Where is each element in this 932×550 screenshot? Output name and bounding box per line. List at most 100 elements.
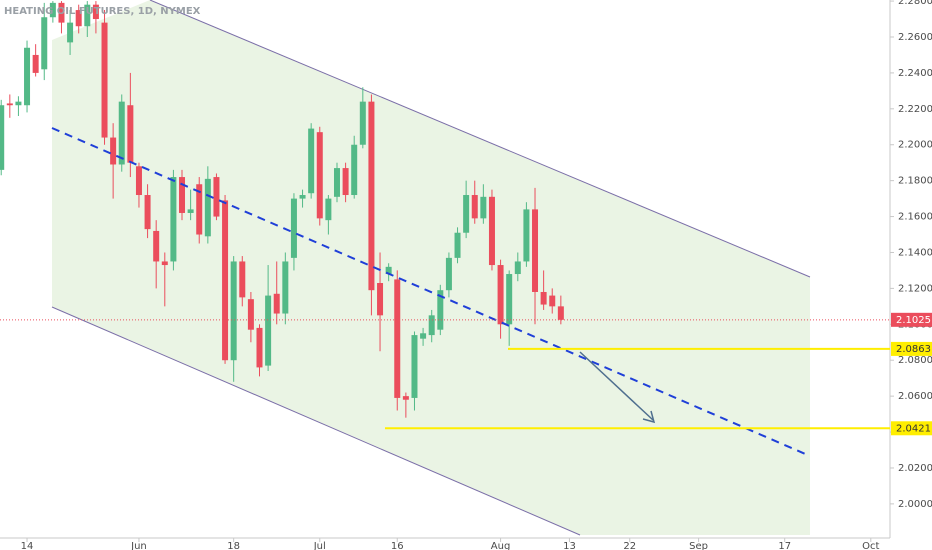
candle-body — [15, 101, 22, 106]
candle-body — [0, 105, 5, 170]
trend-line — [51, 127, 811, 457]
candle-body — [49, 2, 56, 18]
candle-body — [153, 230, 160, 262]
candle-body — [222, 200, 229, 361]
candle-body — [325, 198, 332, 221]
level-box — [891, 341, 932, 356]
channel-fill — [52, 0, 810, 535]
candle-body — [41, 17, 48, 70]
candle-body — [110, 137, 117, 165]
candle-body — [299, 195, 306, 199]
level-label: 2.0863 — [896, 344, 931, 355]
x-tick-label: 17 — [778, 541, 791, 550]
y-tick-label: 2.0800 — [898, 355, 932, 366]
candle-body — [84, 4, 91, 27]
candle-body — [377, 283, 384, 316]
candle-body — [290, 198, 297, 258]
y-tick-label: 2.2200 — [898, 104, 932, 115]
candle-body — [420, 333, 427, 339]
chart-title: HEATING OIL FUTURES, 1D, NYMEX — [4, 6, 201, 17]
candle-body — [549, 295, 556, 307]
y-tick-label: 2.0600 — [898, 391, 932, 402]
candle-body — [402, 396, 409, 400]
candle-body — [127, 105, 134, 163]
candle-body — [523, 209, 530, 262]
candle-body — [118, 101, 125, 165]
candle-body — [101, 22, 108, 138]
y-tick-label: 2.0200 — [898, 463, 932, 474]
x-tick-label: 16 — [391, 541, 404, 550]
candle-body — [265, 295, 272, 366]
x-tick-label: Sep — [689, 541, 708, 550]
candle-body — [411, 335, 418, 398]
candle-body — [454, 232, 461, 258]
candle-body — [92, 4, 99, 20]
last-price-label: 2.1025 — [896, 315, 931, 326]
x-tick-label: Oct — [862, 541, 879, 550]
x-tick-label: 14 — [21, 541, 34, 550]
candle-body — [196, 184, 203, 235]
candle-body — [161, 261, 168, 266]
candle-body — [437, 290, 444, 330]
candle-body — [385, 266, 392, 275]
candle-body — [428, 315, 435, 336]
candle-body — [67, 22, 74, 43]
candle-body — [24, 47, 31, 106]
candle-body — [333, 168, 340, 197]
candle-body — [514, 261, 521, 275]
candle-body — [187, 209, 194, 213]
candle-body — [256, 327, 263, 368]
y-tick-label: 2.1600 — [898, 212, 932, 223]
candle-body — [351, 144, 358, 196]
y-tick-label: 2.1200 — [898, 283, 932, 294]
candle-body — [204, 178, 211, 237]
candle-body — [75, 10, 82, 27]
candle-body — [239, 261, 246, 298]
candle-body — [342, 168, 349, 196]
candle-body — [359, 101, 366, 145]
candle-body — [58, 2, 65, 23]
candle-body — [247, 299, 254, 330]
candle-body — [471, 195, 478, 219]
candle-body — [445, 257, 452, 291]
candle-body — [368, 101, 375, 291]
candle-body — [480, 196, 487, 219]
candle-body — [497, 265, 504, 325]
candle-body — [144, 195, 151, 230]
x-tick-label: 18 — [227, 541, 240, 550]
channel-upper — [149, 0, 811, 278]
candle-body — [6, 103, 13, 106]
channel-lower — [51, 306, 581, 536]
last-price-box — [891, 312, 932, 327]
x-tick-label: 13 — [563, 541, 576, 550]
y-tick-label: 2.2800 — [898, 0, 932, 7]
candle-body — [394, 279, 401, 398]
candle-body — [170, 177, 177, 262]
candle-body — [308, 128, 315, 194]
y-tick-label: 2.1800 — [898, 176, 932, 187]
arrow-line — [579, 351, 654, 421]
arrow-head — [642, 410, 656, 424]
x-tick-label: Aug — [491, 541, 511, 550]
candle-body — [488, 196, 495, 266]
candle-body — [230, 261, 237, 361]
x-tick-label: Jul — [313, 541, 326, 550]
level-label: 2.0421 — [896, 423, 931, 434]
candle-body — [557, 306, 564, 320]
candle-body — [179, 177, 186, 213]
candle-body — [540, 291, 547, 305]
candle-body — [506, 274, 513, 325]
candle-body — [135, 166, 142, 196]
level-box — [891, 421, 932, 436]
y-tick-label: 2.1400 — [898, 247, 932, 258]
candle-body — [463, 195, 470, 233]
candle-body — [32, 54, 39, 73]
x-tick-label: 22 — [623, 541, 636, 550]
arrow — [579, 351, 656, 424]
candle-body — [273, 293, 280, 314]
y-tick-label: 2.2400 — [898, 68, 932, 79]
y-tick-label: 2.2000 — [898, 140, 932, 151]
candles — [0, 1, 564, 418]
candle-body — [282, 261, 289, 314]
